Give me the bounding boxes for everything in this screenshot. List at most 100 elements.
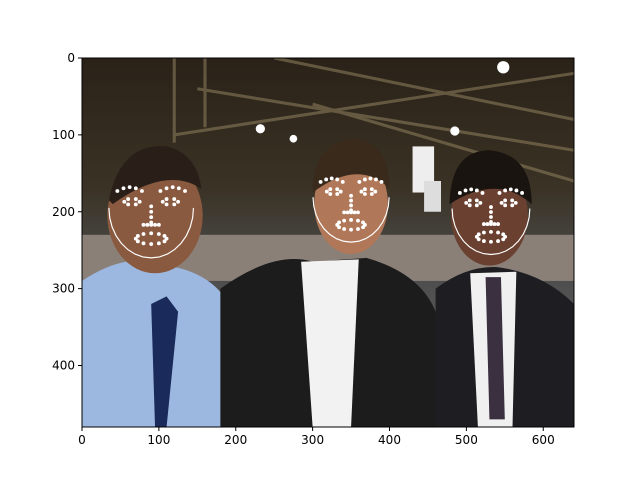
landmark (361, 220, 365, 225)
landmark (349, 198, 353, 203)
landmark (469, 187, 474, 192)
photo (82, 58, 575, 427)
landmark (496, 239, 500, 244)
x-tick-label: 0 (78, 433, 86, 447)
landmark (503, 188, 508, 193)
landmark (318, 180, 323, 184)
landmark (329, 176, 334, 181)
y-tick-label: 400 (52, 359, 75, 373)
axes-frame (81, 57, 575, 428)
landmark (149, 242, 154, 246)
landmark (149, 204, 154, 209)
landmark (140, 189, 144, 193)
landmark (362, 192, 367, 196)
landmark (126, 202, 131, 207)
landmark (510, 198, 515, 203)
landmark (145, 222, 150, 227)
landmark (474, 203, 479, 208)
landmark (335, 192, 340, 196)
landmark (508, 187, 513, 192)
landmark (135, 239, 140, 244)
landmark (489, 205, 493, 210)
landmark (328, 192, 333, 196)
landmark (164, 186, 169, 191)
landmark (481, 222, 486, 227)
landmark (133, 236, 138, 241)
landmark (496, 230, 500, 235)
landmark (361, 225, 365, 230)
landmark (149, 209, 154, 214)
landmark (156, 222, 161, 227)
landmark (362, 177, 367, 182)
x-tick-label: 100 (147, 433, 170, 447)
landmark (463, 188, 468, 193)
banner (424, 181, 442, 212)
landmark (349, 203, 353, 208)
landmark (338, 189, 343, 194)
tie (485, 277, 505, 420)
landmark (349, 210, 353, 215)
landmark (356, 210, 360, 215)
x-tick-label: 500 (455, 433, 478, 447)
landmark (164, 202, 169, 207)
landmark (356, 218, 360, 223)
landmark (476, 232, 481, 237)
x-tick-label: 200 (224, 433, 247, 447)
landmark (162, 239, 167, 244)
landmark (501, 232, 506, 237)
landmark (149, 231, 154, 236)
landmark (115, 189, 120, 193)
landmark (342, 218, 347, 223)
landmark (342, 210, 347, 215)
landmark (474, 198, 479, 203)
landmark (489, 229, 493, 234)
landmark (492, 222, 497, 227)
landmark (127, 185, 132, 190)
landmark (126, 197, 131, 202)
x-tick-label: 400 (378, 433, 401, 447)
landmark (170, 185, 175, 190)
landmark (149, 215, 154, 220)
y-tick-label: 0 (67, 51, 75, 65)
landmark (172, 202, 177, 207)
landmark (121, 186, 126, 191)
y-tick-label: 100 (52, 128, 75, 142)
landmark (481, 239, 486, 244)
landmark (337, 220, 342, 225)
landmark (164, 197, 169, 202)
landmark (467, 203, 472, 208)
landmark (133, 186, 138, 191)
landmarks (108, 176, 531, 259)
landmark (156, 241, 161, 246)
landmark (489, 215, 493, 219)
landmark (324, 189, 329, 194)
landmark (489, 210, 493, 214)
landmark (467, 198, 472, 203)
landmark (141, 232, 146, 236)
x-tick-label: 600 (532, 433, 555, 447)
landmark (374, 177, 378, 182)
landmark (160, 199, 165, 204)
landmark (135, 234, 140, 238)
landmark (172, 197, 177, 202)
landmark (379, 180, 384, 184)
landmark (474, 188, 479, 193)
landmark (513, 200, 518, 205)
landmark (478, 200, 483, 205)
landmark (489, 222, 493, 227)
landmark (514, 188, 519, 193)
landmark (176, 199, 181, 204)
landmark (352, 210, 357, 215)
landmark (133, 197, 138, 202)
jaw-line (451, 208, 531, 256)
landmark (153, 222, 157, 227)
landmark (359, 189, 364, 194)
landmark (141, 222, 146, 227)
x-tick-label: 300 (301, 433, 324, 447)
landmark (137, 199, 142, 204)
landmark (349, 227, 353, 232)
landmark (141, 241, 146, 246)
landmark (164, 236, 169, 241)
